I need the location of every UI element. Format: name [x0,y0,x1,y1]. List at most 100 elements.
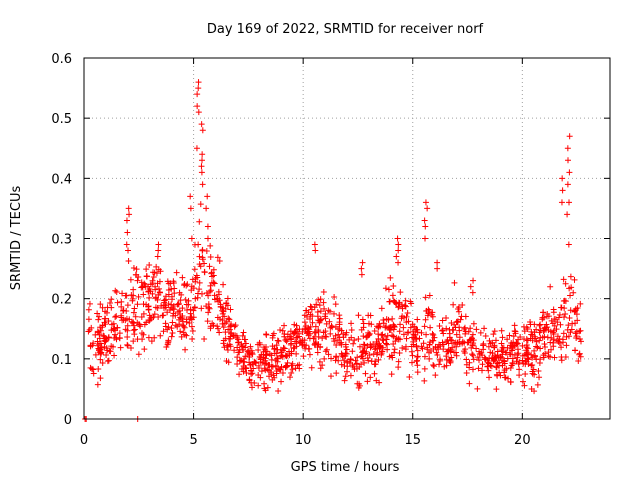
data-point [116,330,123,337]
data-point [493,371,500,378]
data-point [153,263,160,270]
data-point [301,319,308,326]
data-point [130,338,137,345]
data-point [188,323,195,330]
data-point [421,365,428,372]
data-point [175,309,182,316]
data-point [195,85,202,92]
data-point [226,326,233,333]
data-point [470,320,477,327]
data-point [376,379,383,386]
data-point [371,346,378,353]
data-point [380,320,387,327]
data-point [328,355,335,362]
data-point [220,308,227,315]
data-point [362,370,369,377]
data-point [532,353,539,360]
data-point [568,326,575,333]
data-point [558,199,565,206]
data-point [169,319,176,326]
data-point [207,323,214,330]
data-point [342,343,349,350]
data-point [255,382,262,389]
data-point [219,317,226,324]
data-point [119,317,126,324]
data-point [184,306,191,313]
data-point [476,357,483,364]
data-point [170,310,177,317]
data-point [161,299,168,306]
data-point [463,370,470,377]
data-point [469,366,476,373]
data-point [359,352,366,359]
data-point [358,271,365,278]
data-point [205,309,212,316]
data-point [548,317,555,324]
data-point [377,344,384,351]
data-point [261,380,268,387]
data-point [474,385,481,392]
data-point [340,331,347,338]
data-point [314,308,321,315]
data-point [557,321,564,328]
data-point [125,247,132,254]
data-point [540,354,547,361]
data-point [152,294,159,301]
data-point [408,348,415,355]
data-point [279,327,286,334]
data-point [567,273,574,280]
data-point [178,333,185,340]
data-point [533,338,540,345]
data-point [359,349,366,356]
data-point [558,357,565,364]
data-point [204,193,211,200]
data-point [395,364,402,371]
data-point [95,316,102,323]
data-point [385,286,392,293]
data-point [106,300,113,307]
data-point [446,356,453,363]
data-point [281,322,288,329]
data-point [467,337,474,344]
data-point [561,314,568,321]
data-point [536,374,543,381]
data-point [530,366,537,373]
data-point [419,345,426,352]
data-point [246,377,253,384]
data-point [236,371,243,378]
data-point [132,271,139,278]
data-point [235,349,242,356]
data-point [283,338,290,345]
x-tick-label: 10 [295,433,312,448]
data-point [227,306,234,313]
data-point [501,358,508,365]
data-point [329,324,336,331]
data-point [168,285,175,292]
data-point [316,358,323,365]
data-point [461,325,468,332]
data-point [561,305,568,312]
data-point [265,367,272,374]
data-point [485,367,492,374]
data-point [527,335,534,342]
data-point [297,339,304,346]
data-point [261,365,268,372]
data-point [396,328,403,335]
data-point [566,169,573,176]
data-point [179,274,186,281]
data-point [368,358,375,365]
data-point [412,335,419,342]
data-point [225,359,232,366]
data-point [395,259,402,266]
data-point [201,336,208,343]
data-point [514,354,521,361]
data-point [206,263,213,270]
chart-title: Day 169 of 2022, SRMTID for receiver nor… [207,22,484,37]
data-point [390,321,397,328]
data-point [524,345,531,352]
data-point [232,322,239,329]
data-point [195,109,202,116]
data-point [94,328,101,335]
data-point [562,311,569,318]
data-point [99,359,106,366]
